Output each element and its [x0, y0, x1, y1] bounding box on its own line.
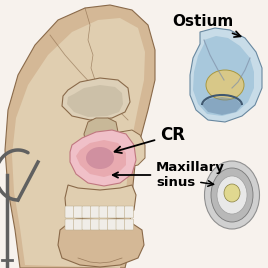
Ellipse shape [86, 147, 114, 169]
Polygon shape [62, 78, 130, 120]
Ellipse shape [204, 161, 259, 229]
FancyBboxPatch shape [91, 206, 99, 218]
Polygon shape [190, 28, 262, 122]
Text: Maxillary
sinus: Maxillary sinus [113, 161, 225, 189]
Ellipse shape [224, 184, 240, 202]
Polygon shape [202, 97, 242, 115]
Polygon shape [76, 140, 126, 177]
Polygon shape [5, 5, 155, 268]
FancyBboxPatch shape [99, 219, 108, 230]
FancyBboxPatch shape [73, 206, 83, 218]
Polygon shape [70, 130, 136, 186]
Ellipse shape [211, 168, 253, 222]
FancyBboxPatch shape [107, 219, 117, 230]
FancyBboxPatch shape [73, 219, 83, 230]
FancyBboxPatch shape [91, 219, 99, 230]
FancyBboxPatch shape [107, 206, 117, 218]
FancyBboxPatch shape [65, 219, 74, 230]
Ellipse shape [217, 176, 247, 214]
FancyBboxPatch shape [65, 206, 74, 218]
Polygon shape [67, 85, 123, 117]
Polygon shape [12, 18, 145, 268]
FancyBboxPatch shape [116, 219, 125, 230]
FancyBboxPatch shape [82, 206, 91, 218]
Polygon shape [193, 36, 254, 116]
Polygon shape [98, 130, 145, 168]
Polygon shape [58, 220, 144, 267]
FancyBboxPatch shape [125, 206, 133, 218]
FancyBboxPatch shape [116, 206, 125, 218]
FancyBboxPatch shape [99, 206, 108, 218]
Ellipse shape [206, 70, 244, 100]
Polygon shape [84, 118, 118, 155]
FancyBboxPatch shape [82, 219, 91, 230]
Text: CR: CR [115, 126, 185, 153]
Polygon shape [65, 185, 136, 220]
Text: Ostium: Ostium [172, 14, 241, 37]
FancyBboxPatch shape [125, 219, 133, 230]
